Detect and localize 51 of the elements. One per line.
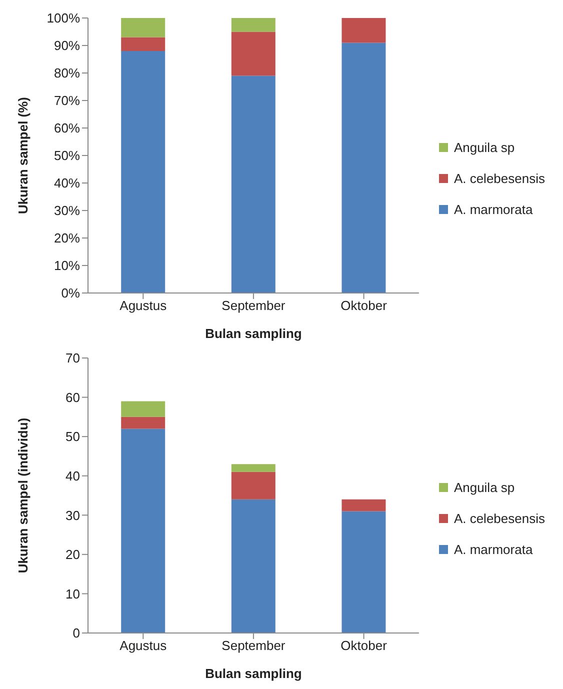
x-tick-label: September xyxy=(222,638,286,654)
y-tick-label: 40% xyxy=(54,176,80,191)
bar xyxy=(342,42,386,293)
y-tick-label: 90% xyxy=(54,38,80,54)
y-tick-label: 50% xyxy=(54,148,80,164)
y-tick-label: 10 xyxy=(66,586,80,602)
x-tick-label: September xyxy=(222,298,286,314)
legend-label: A. marmorata xyxy=(454,542,533,556)
bar xyxy=(342,18,386,43)
y-tick-label: 30% xyxy=(54,203,80,218)
y-tick-label: 70 xyxy=(66,350,80,366)
legend-label: A. celebesensis xyxy=(454,510,545,526)
bar xyxy=(121,51,166,293)
y-tick-label: 20% xyxy=(54,230,80,246)
bar xyxy=(121,428,166,633)
bar xyxy=(121,37,166,51)
bar xyxy=(231,499,276,633)
y-tick-label: 0 xyxy=(72,626,80,641)
y-axis-title: Ukuran sampel (%) xyxy=(16,96,31,214)
y-tick-label: 20 xyxy=(66,547,80,562)
y-tick-label: 60% xyxy=(54,120,80,136)
legend-label: Anguila sp xyxy=(454,140,515,154)
bar xyxy=(342,511,386,633)
bar xyxy=(231,18,276,32)
x-tick-label: Oktober xyxy=(340,638,388,654)
x-tick-label: Oktober xyxy=(340,298,388,314)
bar xyxy=(231,464,276,472)
bar xyxy=(342,499,386,512)
y-tick-label: 40 xyxy=(66,468,80,484)
legend-label: Anguila sp xyxy=(454,480,515,494)
x-tick-label: Agustus xyxy=(120,298,168,314)
x-axis-title: Bulan sampling xyxy=(205,326,302,341)
bar xyxy=(121,18,166,38)
bar xyxy=(231,32,276,76)
y-tick-label: 0% xyxy=(61,286,80,301)
bar xyxy=(231,472,276,500)
bar xyxy=(121,416,166,429)
legend-label: A. marmorata xyxy=(454,202,533,216)
bar xyxy=(121,401,166,417)
y-tick-label: 60 xyxy=(66,390,80,405)
y-tick-label: 50 xyxy=(66,429,80,444)
y-axis-title: Ukuran sampel (individu) xyxy=(16,418,31,574)
bar xyxy=(231,76,276,293)
y-tick-label: 10% xyxy=(54,258,80,274)
y-tick-label: 70% xyxy=(54,93,80,108)
legend-label: A. celebesensis xyxy=(454,170,545,186)
y-tick-label: 30 xyxy=(66,508,80,523)
x-axis-title: Bulan sampling xyxy=(205,666,302,681)
x-tick-label: Agustus xyxy=(120,638,168,654)
y-tick-label: 80% xyxy=(54,66,80,81)
y-tick-label: 100% xyxy=(46,10,80,26)
